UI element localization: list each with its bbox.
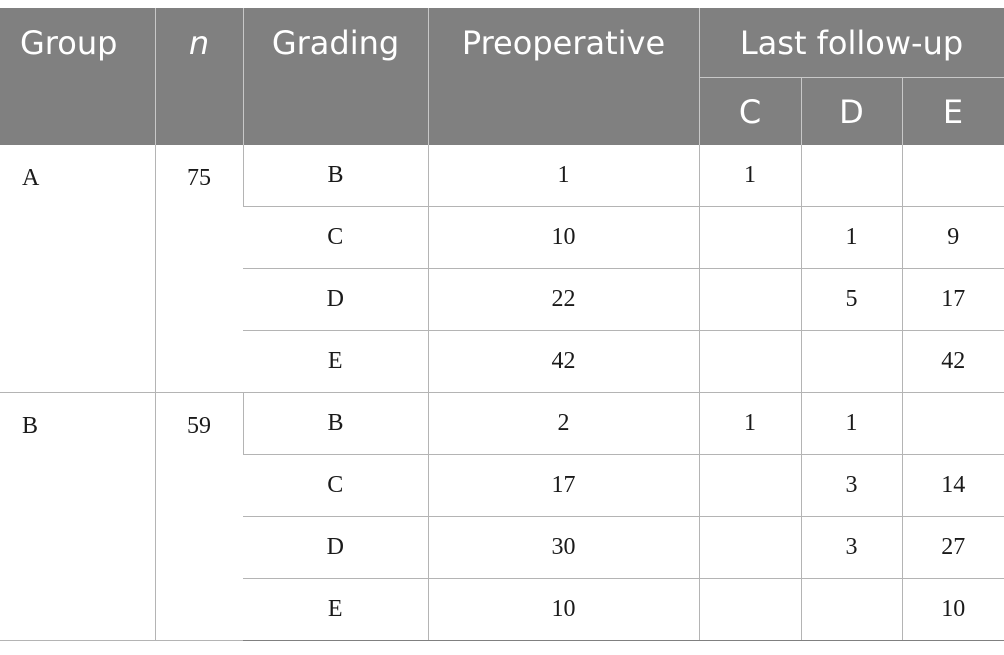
table-body: A 75 B 1 1 C 10 1 9 D 22 5 17 E 42 42: [0, 145, 1004, 641]
grading-cell: C: [243, 206, 428, 269]
table-row: D 22 5 17: [0, 268, 1004, 331]
followup-d-cell: 1: [800, 392, 902, 455]
group-cell: A: [0, 145, 155, 393]
grading-cell: B: [242, 392, 428, 455]
n-cell: 75: [154, 145, 243, 393]
followup-c-cell: 1: [698, 392, 801, 455]
preoperative-cell: 2: [427, 392, 699, 455]
followup-e-cell: 42: [901, 330, 1004, 393]
preoperative-cell: 10: [427, 578, 699, 641]
followup-c-cell: [698, 268, 801, 331]
grading-table: Group n Grading Preoperative Last follow…: [0, 8, 1004, 641]
header-sub-d: D: [800, 77, 903, 145]
table-row: E 10 10: [0, 578, 1004, 641]
preoperative-cell: 42: [427, 330, 699, 393]
header-last-follow-up: Last follow-up: [698, 8, 1004, 78]
n-cell: 59: [154, 392, 243, 641]
table-row: C 10 1 9: [0, 206, 1004, 269]
table-row: C 17 3 14: [0, 454, 1004, 517]
followup-e-cell: [901, 145, 1004, 207]
followup-d-cell: 5: [800, 268, 902, 331]
grading-cell: D: [243, 516, 428, 579]
followup-c-cell: [698, 330, 801, 393]
preoperative-cell: 17: [427, 454, 699, 517]
followup-e-cell: 10: [901, 578, 1004, 641]
followup-d-cell: [800, 145, 902, 207]
table-row: A 75 B 1 1: [0, 145, 1004, 393]
followup-c-cell: [698, 206, 801, 269]
grading-cell: D: [243, 268, 428, 331]
preoperative-cell: 10: [427, 206, 699, 269]
followup-e-cell: [901, 392, 1004, 455]
table-row: E 42 42: [0, 330, 1004, 393]
header-n: n: [154, 8, 244, 145]
grading-cell: E: [243, 578, 428, 641]
followup-e-cell: 17: [901, 268, 1004, 331]
preoperative-cell: 1: [427, 145, 699, 207]
followup-d-cell: [800, 578, 902, 641]
followup-d-cell: [800, 330, 902, 393]
table-header: Group n Grading Preoperative Last follow…: [0, 8, 1004, 145]
header-group: Group: [0, 8, 156, 145]
followup-e-cell: 9: [901, 206, 1004, 269]
followup-d-cell: 3: [800, 516, 902, 579]
header-preoperative: Preoperative: [427, 8, 700, 145]
grading-cell: C: [243, 454, 428, 517]
table-row: B 59 B 2 1 1: [0, 392, 1004, 641]
header-sub-c: C: [699, 77, 802, 145]
preoperative-cell: 22: [427, 268, 699, 331]
header-sub-e: E: [901, 77, 1004, 145]
followup-c-cell: 1: [698, 145, 801, 207]
header-grading: Grading: [242, 8, 429, 145]
followup-c-cell: [698, 578, 801, 641]
followup-c-cell: [698, 454, 801, 517]
table-row: D 30 3 27: [0, 516, 1004, 579]
followup-e-cell: 14: [901, 454, 1004, 517]
followup-d-cell: 1: [800, 206, 902, 269]
followup-c-cell: [698, 516, 801, 579]
grading-cell: B: [242, 145, 428, 207]
followup-d-cell: 3: [800, 454, 902, 517]
group-cell: B: [0, 392, 155, 641]
preoperative-cell: 30: [427, 516, 699, 579]
followup-e-cell: 27: [901, 516, 1004, 579]
grading-cell: E: [243, 330, 428, 393]
